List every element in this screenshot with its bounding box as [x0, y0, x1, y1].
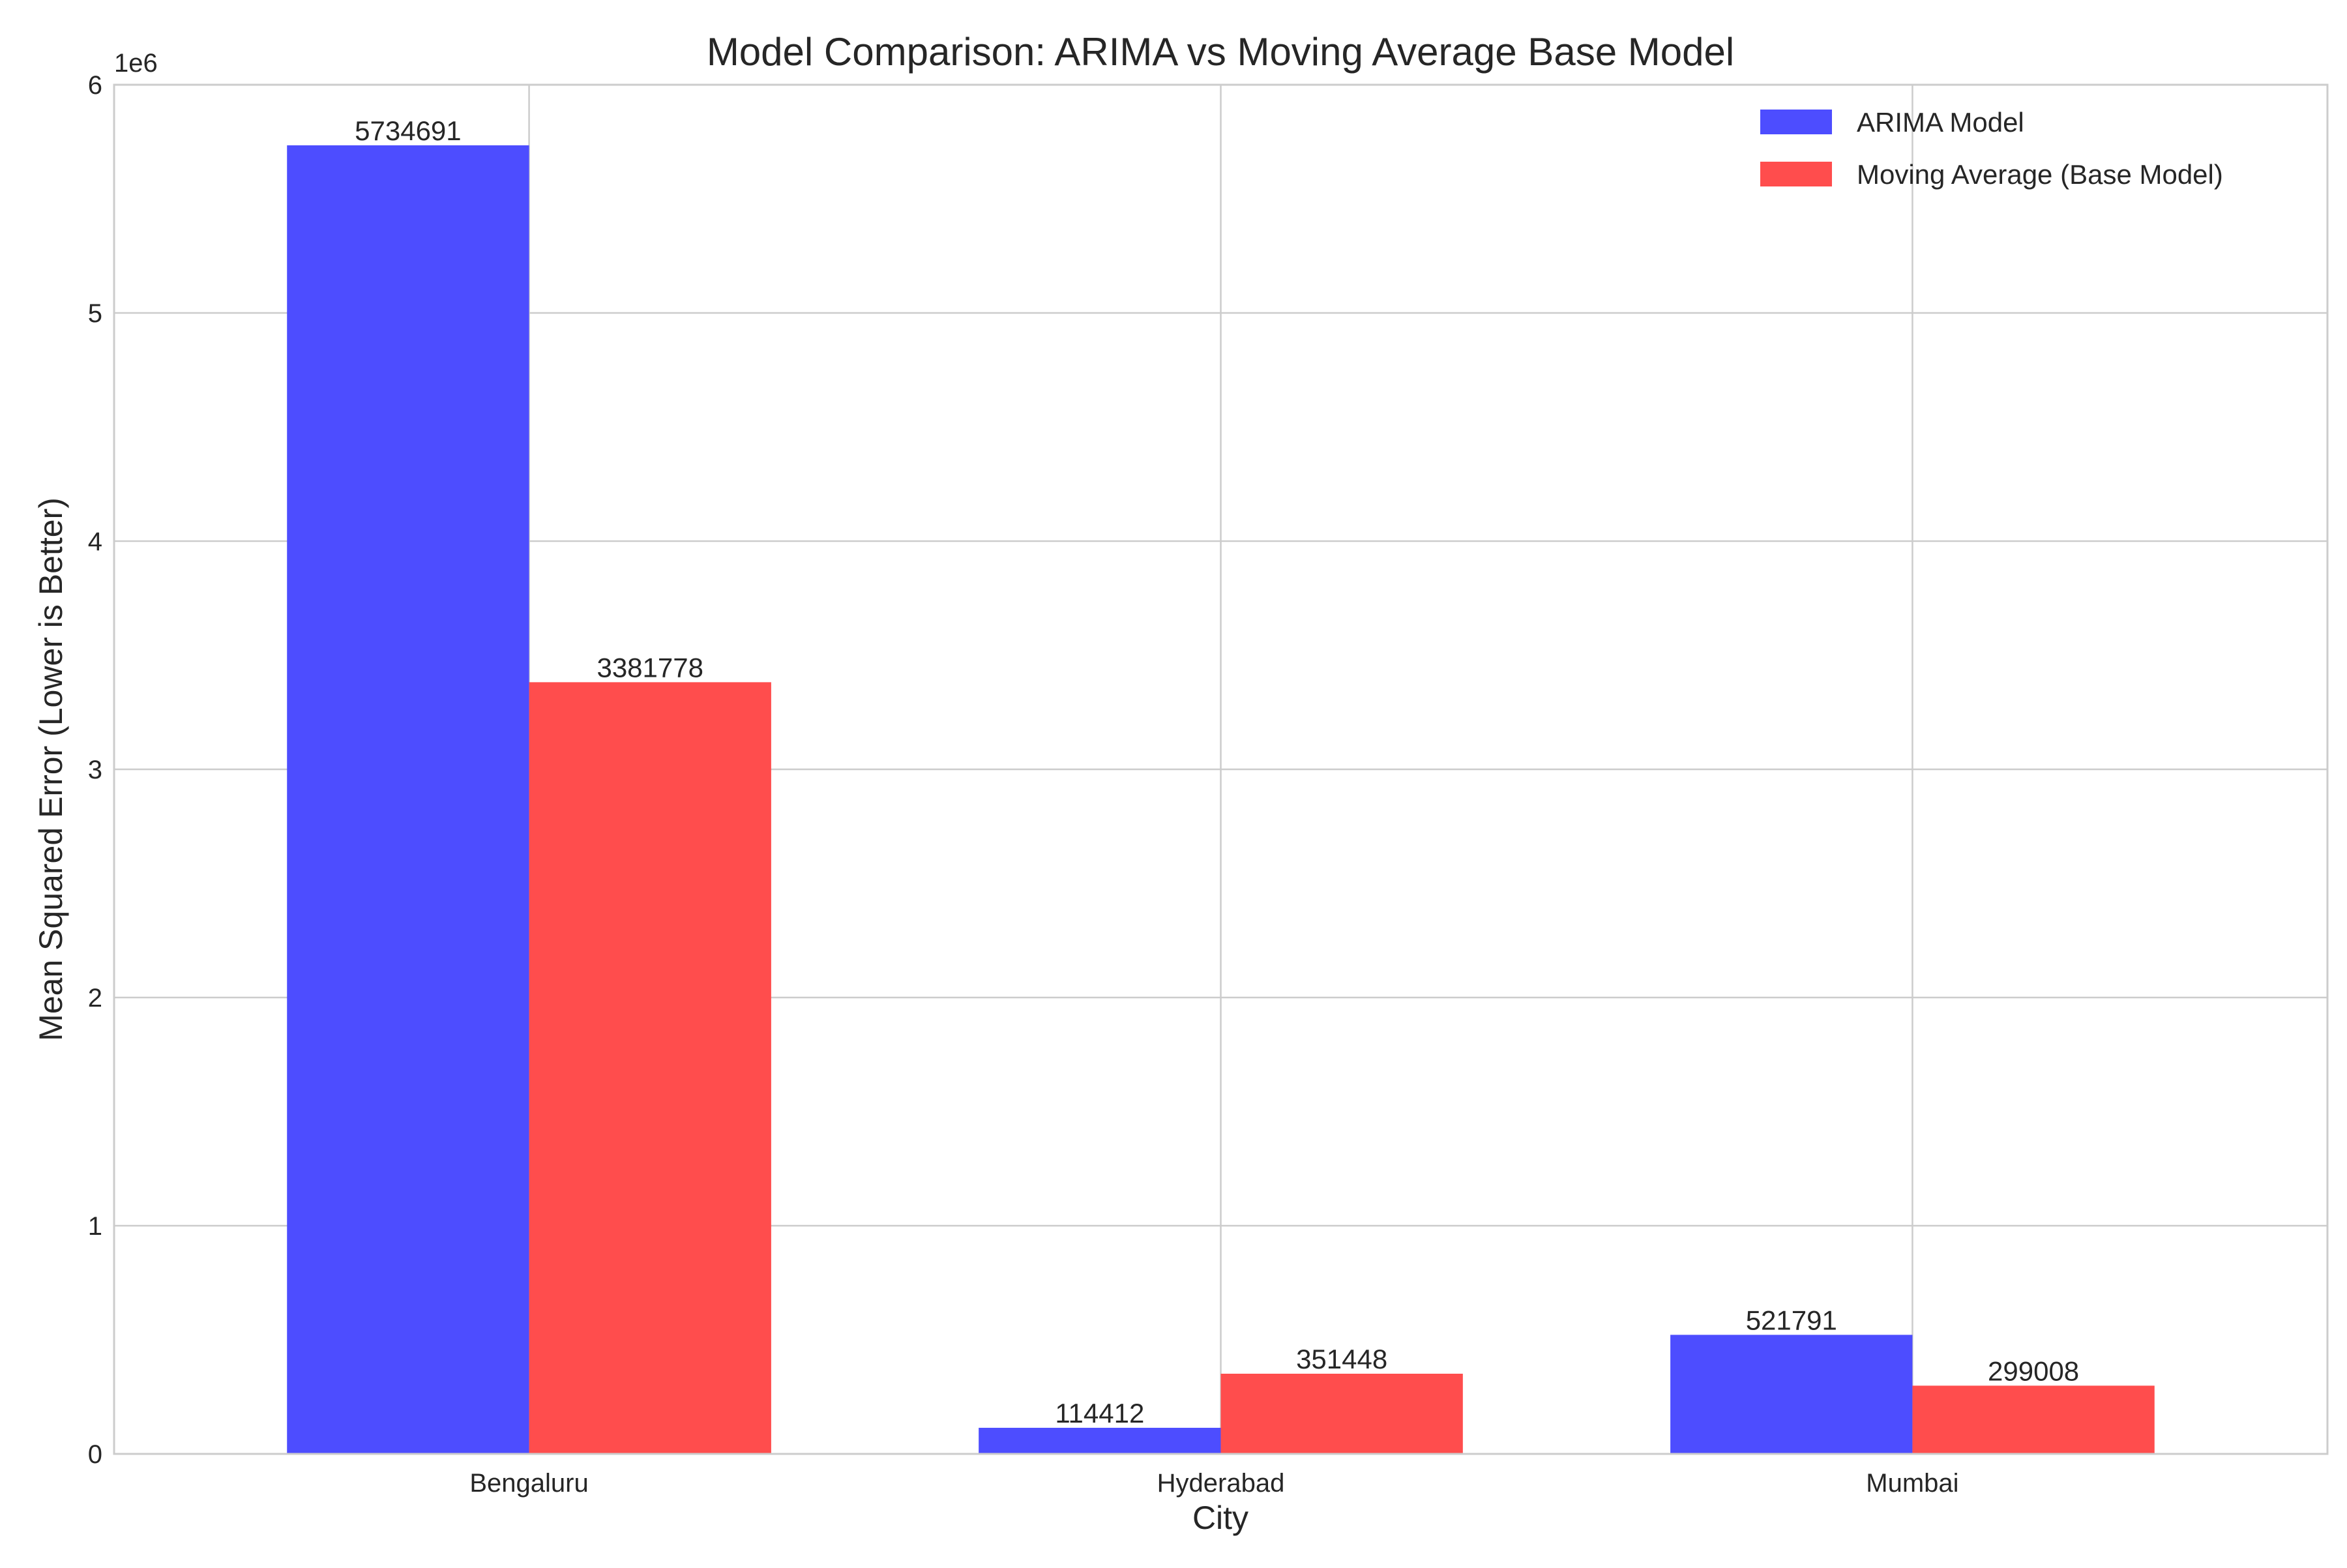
y-tick-label: 1 — [88, 1212, 102, 1241]
y-tick-label: 2 — [88, 984, 102, 1013]
legend-swatch-arima — [1760, 110, 1832, 134]
bar-moving-average-base-model-mumbai — [1912, 1385, 2155, 1454]
y-axis-offset-text: 1e6 — [114, 49, 158, 78]
plot-frame — [113, 83, 2329, 1455]
data-label-moving-average-base-model-bengaluru: 3381778 — [597, 652, 703, 683]
x-tick-label-mumbai: Mumbai — [1866, 1469, 1958, 1498]
y-tick-label: 4 — [88, 527, 102, 556]
y-tick-label: 6 — [88, 71, 102, 100]
bars — [287, 145, 2155, 1454]
x-axis-label: City — [1192, 1500, 1248, 1536]
legend: ARIMA Model Moving Average (Base Model) — [1760, 107, 2223, 190]
bar-arima-model-hyderabad — [979, 1427, 1221, 1454]
legend-label-moving-average: Moving Average (Base Model) — [1857, 159, 2223, 190]
y-axis-ticks: 0 1 2 3 4 5 6 — [88, 71, 102, 1469]
data-label-moving-average-base-model-mumbai: 299008 — [1988, 1355, 2079, 1386]
bar-arima-model-bengaluru — [287, 145, 529, 1454]
y-tick-label: 5 — [88, 299, 102, 328]
data-label-arima-model-bengaluru: 5734691 — [355, 115, 462, 146]
y-axis-label: Mean Squared Error (Lower is Better) — [33, 497, 69, 1041]
x-tick-label-bengaluru: Bengaluru — [469, 1469, 588, 1498]
data-label-arima-model-mumbai: 521791 — [1746, 1305, 1837, 1335]
x-tick-label-hyderabad: Hyderabad — [1157, 1469, 1285, 1498]
data-labels: 5734691 114412 521791 3381778 351448 299008 — [355, 115, 2079, 1428]
x-axis-ticks: Bengaluru Hyderabad Mumbai — [469, 1469, 1958, 1498]
data-label-arima-model-hyderabad: 114412 — [1055, 1398, 1144, 1428]
y-tick-label: 3 — [88, 756, 102, 784]
bar-arima-model-mumbai — [1670, 1335, 1913, 1454]
bar-moving-average-base-model-bengaluru — [529, 682, 771, 1454]
bar-moving-average-base-model-hyderabad — [1220, 1373, 1463, 1454]
y-tick-label: 0 — [88, 1440, 102, 1469]
data-label-moving-average-base-model-hyderabad: 351448 — [1296, 1344, 1387, 1374]
chart-title: Model Comparison: ARIMA vs Moving Averag… — [707, 30, 1734, 74]
legend-label-arima: ARIMA Model — [1857, 107, 2024, 138]
legend-swatch-moving-average — [1760, 162, 1832, 186]
